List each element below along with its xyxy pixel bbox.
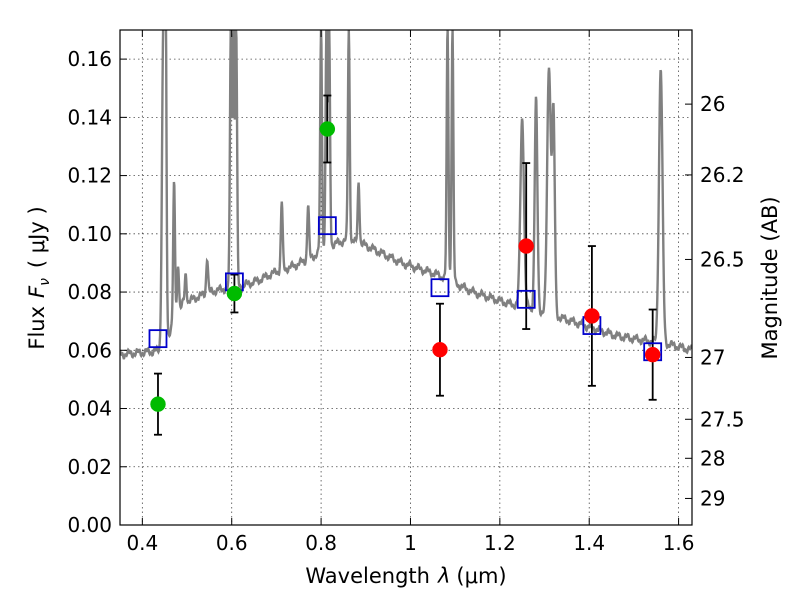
y-axis-title: FluxFν( μJy ) <box>25 206 53 349</box>
y-tick-label: 0.00 <box>67 513 112 537</box>
y2-axis-title: Magnitude (AB) <box>758 196 782 359</box>
y2-tick-label: 27 <box>700 345 725 369</box>
observed-flux-point <box>644 346 661 363</box>
sed-model-curve <box>120 30 692 360</box>
y-tick-label: 0.12 <box>67 164 112 188</box>
y2-tick-label: 27.5 <box>700 407 745 431</box>
x-tick-label: 0.6 <box>216 531 248 555</box>
sed-model-layer <box>120 30 692 360</box>
model-flux-square <box>516 289 536 309</box>
y-tick-label: 0.06 <box>67 338 112 362</box>
plot-frame <box>119 29 693 526</box>
observed-flux-point <box>226 285 243 302</box>
y2-tick-label: 28 <box>700 446 725 470</box>
observed-flux-point <box>518 238 534 254</box>
y2-tick-label: 26.2 <box>700 163 745 187</box>
x-tick-label: 0.4 <box>126 531 158 555</box>
model-flux-square <box>148 329 168 349</box>
y-tick-label: 0.10 <box>67 222 112 246</box>
observed-flux-point <box>319 121 336 137</box>
marker-layer <box>148 121 663 412</box>
y-tick-label: 0.04 <box>67 397 112 421</box>
model-flux-square <box>317 216 337 236</box>
observed-flux-point <box>432 341 448 358</box>
y-tick-label: 0.14 <box>67 105 112 129</box>
y-tick-label: 0.08 <box>67 280 112 304</box>
model-flux-square <box>430 278 450 298</box>
y2-tick-label: 26.5 <box>700 247 745 271</box>
observed-flux-point <box>150 396 166 412</box>
x-tick-label: 1.2 <box>484 531 516 555</box>
y2-tick-label: 29 <box>700 486 725 510</box>
y2-tick-label: 26 <box>700 92 725 116</box>
y-tick-label: 0.16 <box>67 47 112 71</box>
tick-layer: 0.4 0.6 0.8 1 1.2 1.4 1.6 0.00 0.02 0.04 0.06 0.08 0… <box>67 30 745 555</box>
y-tick-label: 0.02 <box>67 455 112 479</box>
x-tick-label: 1.4 <box>573 531 605 555</box>
x-tick-label: 1 <box>404 531 417 555</box>
x-tick-label: 0.8 <box>305 531 337 555</box>
observed-flux-point <box>584 308 600 324</box>
x-axis-title: Wavelength λ (μm) <box>305 564 506 588</box>
x-tick-label: 1.6 <box>663 531 695 555</box>
